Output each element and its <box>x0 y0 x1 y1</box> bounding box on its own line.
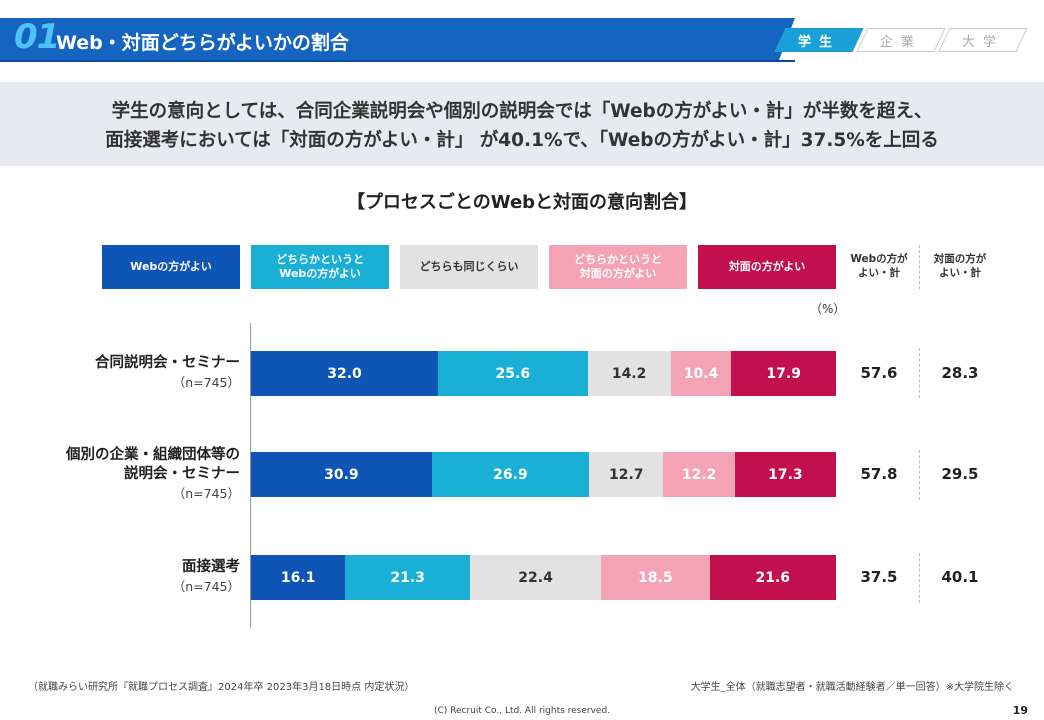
sample-note: 大学生_全体（就職志望者・就職活動経験者／単一回答）※大学院生除く <box>690 682 1014 693</box>
category-label: 面接選考 （n=745） <box>172 559 240 594</box>
category-label: 個別の企業・組織団体等の 説明会・セミナー （n=745） <box>66 446 240 501</box>
legend-neutral: どちらも同じくらい <box>400 245 538 289</box>
section-number: 01 <box>14 17 60 57</box>
bar-segment: 16.1 <box>251 555 346 600</box>
bar-segment: 12.7 <box>589 452 664 497</box>
bar-segment: 12.2 <box>663 452 735 497</box>
bar-segment: 17.3 <box>734 452 836 497</box>
legend-web-leaning: どちらかというと Webの方がよい <box>251 245 389 289</box>
chart-axis-line <box>250 323 251 628</box>
unit-label: （%） <box>810 302 846 316</box>
copyright: (C) Recruit Co., Ltd. All rights reserve… <box>433 706 611 716</box>
section-title: Web・対面どちらがよいかの割合 <box>56 32 349 54</box>
tab-university-label[interactable]: 大学 <box>961 35 1004 50</box>
bar-segment: 10.4 <box>670 351 732 396</box>
legend-face: 対面の方がよい <box>698 245 836 289</box>
chart-title: 【プロセスごとのWebと対面の意向割合】 <box>346 192 698 213</box>
totals-divider <box>919 450 920 500</box>
tab-company-label[interactable]: 企業 <box>879 35 922 50</box>
web-total-header: Webの方が よい・計 <box>850 253 908 279</box>
page-number: 19 <box>1012 704 1028 717</box>
total-value: 28.3 <box>941 364 979 382</box>
face-total-header: 対面の方が よい・計 <box>933 253 987 279</box>
category-label: 合同説明会・セミナー （n=745） <box>95 355 240 390</box>
summary-box <box>0 82 1044 166</box>
bar-segment: 18.5 <box>601 555 710 600</box>
bar-segment: 17.9 <box>731 351 836 396</box>
bar-segment: 25.6 <box>438 351 588 396</box>
legend-face-leaning: どちらかというと 対面の方がよい <box>549 245 687 289</box>
totals-divider <box>919 245 920 289</box>
header-underline <box>0 60 795 62</box>
total-value: 40.1 <box>941 568 979 586</box>
bar-segment: 32.0 <box>251 351 438 396</box>
bar-segment: 26.9 <box>431 452 590 497</box>
total-value: 57.8 <box>860 465 898 483</box>
totals-divider <box>919 348 920 398</box>
bar-segment: 14.2 <box>587 351 671 396</box>
total-value: 37.5 <box>860 568 898 586</box>
total-value: 29.5 <box>941 465 979 483</box>
total-value: 57.6 <box>860 364 898 382</box>
source-note: （就職みらい研究所『就職プロセス調査』2024年卒 2023年3月18日時点 内… <box>28 682 415 693</box>
bar-segment: 21.6 <box>709 555 836 600</box>
bar-segment: 21.3 <box>345 555 470 600</box>
summary-line-2: 面接選考においては「対面の方がよい・計」 が40.1%で、「Webの方がよい・計… <box>105 130 939 151</box>
summary-line-1: 学生の意向としては、合同企業説明会や個別の説明会では「Webの方がよい・計」が半… <box>111 101 933 122</box>
totals-divider <box>919 553 920 603</box>
bar-segment: 30.9 <box>251 452 432 497</box>
section-header-band <box>0 18 795 60</box>
tab-student-label[interactable]: 学生 <box>797 35 840 50</box>
bar-segment: 22.4 <box>470 555 602 600</box>
legend-web: Webの方がよい <box>102 245 240 289</box>
